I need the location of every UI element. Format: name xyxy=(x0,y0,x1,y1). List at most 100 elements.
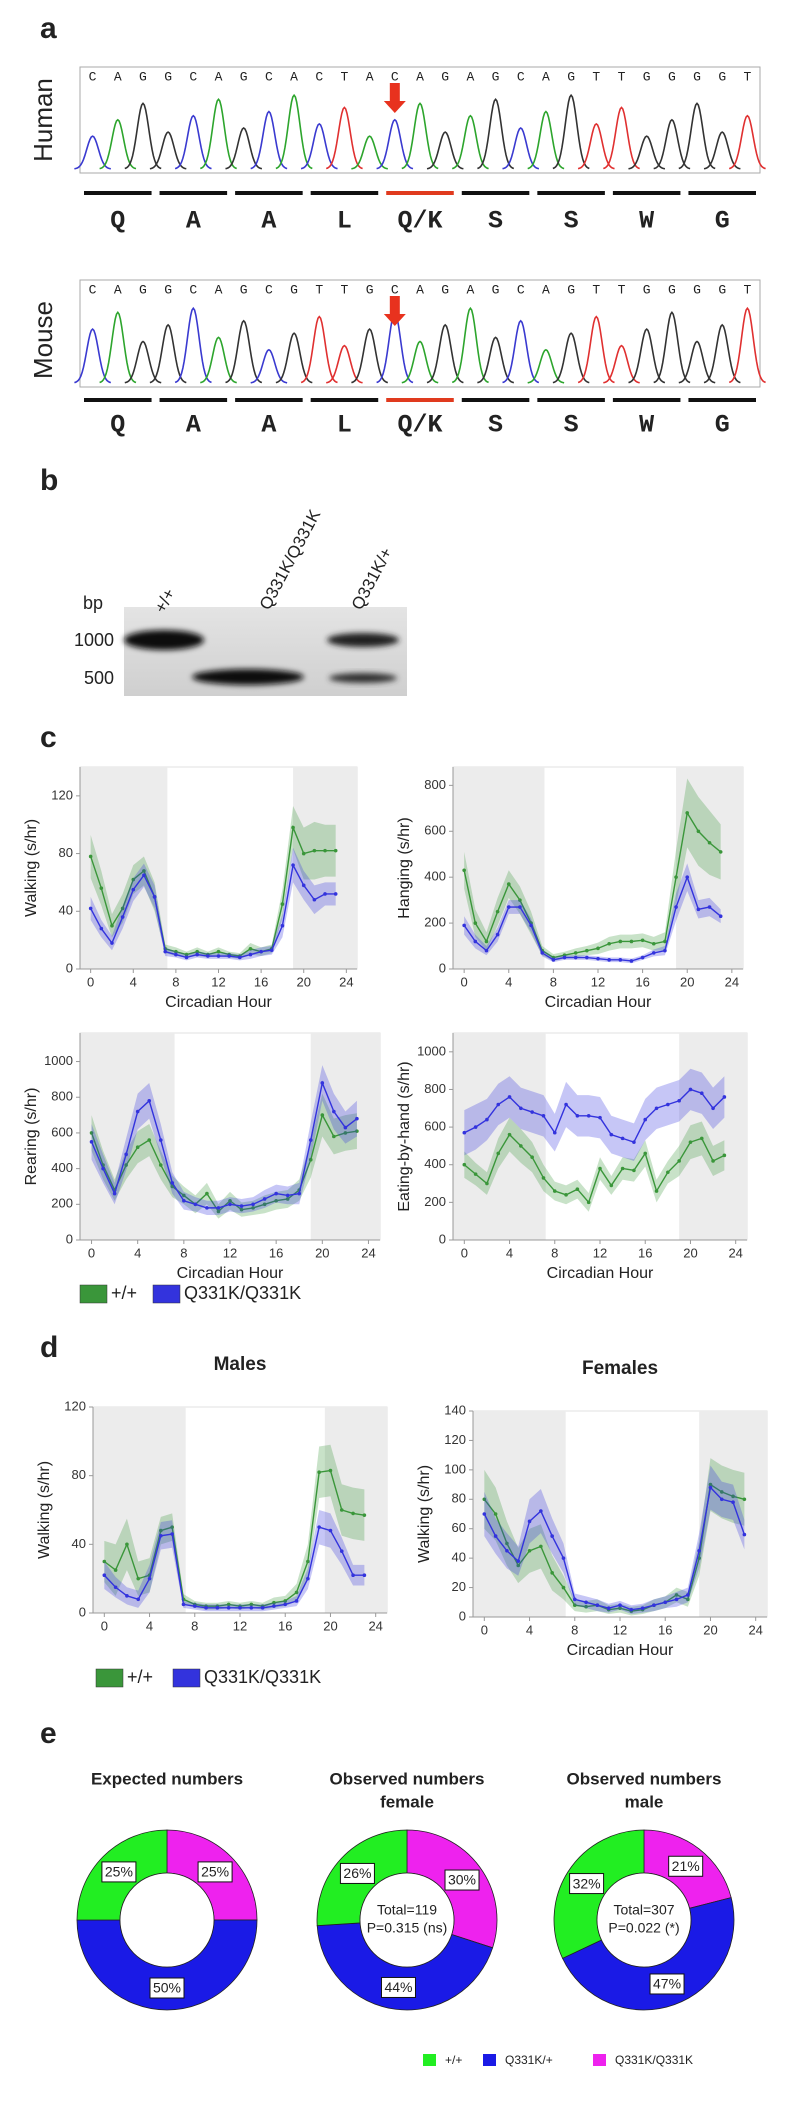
data-point xyxy=(182,1193,186,1198)
y-axis-label: Walking (s/hr) xyxy=(23,819,40,917)
data-point xyxy=(152,895,157,899)
data-point xyxy=(251,1206,255,1210)
data-point xyxy=(328,1528,333,1533)
data-point xyxy=(88,854,93,859)
data-point xyxy=(731,1494,735,1499)
data-point xyxy=(485,1117,489,1122)
legend-label: +/+ xyxy=(127,1667,153,1687)
gel-size: 500 xyxy=(84,668,114,688)
species-label: Human xyxy=(28,78,58,162)
x-tick-label: 24 xyxy=(368,1618,382,1633)
data-point xyxy=(595,1603,600,1608)
data-point xyxy=(686,1597,690,1602)
x-tick-label: 0 xyxy=(461,974,468,989)
base-call: G xyxy=(718,69,726,84)
data-point xyxy=(572,1597,577,1602)
base-call: G xyxy=(441,282,449,297)
base-call: G xyxy=(492,282,500,297)
data-point xyxy=(462,868,466,873)
y-tick-label: 200 xyxy=(424,915,446,930)
base-call: A xyxy=(215,69,223,84)
data-point xyxy=(585,955,589,960)
data-point xyxy=(99,926,104,931)
base-call: A xyxy=(114,282,122,297)
data-point xyxy=(260,1606,265,1610)
trace-peak xyxy=(477,97,515,170)
data-point xyxy=(708,1482,713,1487)
data-point xyxy=(192,1604,197,1608)
data-point xyxy=(586,1200,591,1205)
base-call: T xyxy=(341,69,349,84)
x-tick-label: 24 xyxy=(361,1245,375,1260)
x-tick-label: 8 xyxy=(172,974,179,989)
data-point xyxy=(598,1115,602,1120)
amino-acid: Q xyxy=(110,411,125,440)
panel-label: b xyxy=(40,464,58,497)
data-point xyxy=(652,1603,656,1608)
panel-label: e xyxy=(40,1717,57,1750)
data-point xyxy=(294,1599,299,1603)
data-point xyxy=(632,1140,636,1144)
y-tick-label: 400 xyxy=(51,1160,73,1175)
data-point xyxy=(323,892,327,896)
x-tick-label: 8 xyxy=(571,1622,578,1637)
x-tick-label: 4 xyxy=(130,974,137,989)
base-call: T xyxy=(618,69,626,84)
data-point xyxy=(339,1549,344,1553)
y-axis-label: Rearing (s/hr) xyxy=(23,1088,40,1186)
value-label: 21% xyxy=(672,1858,700,1874)
night-shade xyxy=(676,767,743,969)
data-point xyxy=(530,1110,534,1114)
data-point xyxy=(136,1597,141,1602)
value-label: 44% xyxy=(384,1979,412,1995)
trace-peak xyxy=(653,311,691,384)
data-point xyxy=(529,923,533,928)
data-point xyxy=(249,1602,254,1607)
x-tick-label: 0 xyxy=(87,974,94,989)
data-point xyxy=(262,1197,267,1201)
mutation-arrow xyxy=(383,296,406,326)
data-point xyxy=(343,1131,348,1135)
x-tick-label: 16 xyxy=(269,1245,283,1260)
error-band xyxy=(484,1458,745,1616)
y-tick-label: 0 xyxy=(79,1604,86,1619)
data-point xyxy=(484,939,489,944)
value-label-box xyxy=(668,1855,704,1877)
base-call: G xyxy=(139,69,147,84)
trace-peak xyxy=(577,315,615,384)
x-tick-label: 24 xyxy=(339,974,353,989)
x-tick-label: 4 xyxy=(526,1622,533,1637)
base-call: G xyxy=(441,69,449,84)
data-point xyxy=(606,1606,611,1610)
base-call: C xyxy=(265,69,273,84)
data-point xyxy=(113,1585,118,1590)
legend-label: +/+ xyxy=(111,1283,137,1303)
data-point xyxy=(135,1145,140,1150)
data-point xyxy=(135,1109,140,1114)
value-label-box xyxy=(197,1861,233,1883)
data-point xyxy=(159,1528,163,1533)
chart-subtitle: female xyxy=(380,1792,434,1811)
x-tick-label: 8 xyxy=(550,974,557,989)
data-point xyxy=(618,939,623,944)
data-point xyxy=(718,850,723,854)
amino-acid: A xyxy=(186,207,201,236)
legend-swatch xyxy=(95,1668,124,1688)
value-label: 26% xyxy=(343,1865,371,1881)
trace-peak xyxy=(678,102,716,170)
data-point xyxy=(120,906,125,911)
data-point xyxy=(131,887,136,892)
data-point xyxy=(696,829,701,834)
series-line xyxy=(463,1088,725,1144)
data-point xyxy=(142,873,146,878)
base-call: G xyxy=(164,282,172,297)
series-line xyxy=(90,862,336,959)
x-tick-label: 0 xyxy=(101,1618,108,1633)
data-point xyxy=(308,1157,313,1162)
trace-frame xyxy=(79,66,761,174)
error-band xyxy=(464,1117,725,1212)
y-tick-label: 20 xyxy=(452,1579,466,1594)
data-point xyxy=(607,958,611,962)
x-tick-label: 16 xyxy=(658,1622,672,1637)
panel-label: c xyxy=(40,721,57,754)
